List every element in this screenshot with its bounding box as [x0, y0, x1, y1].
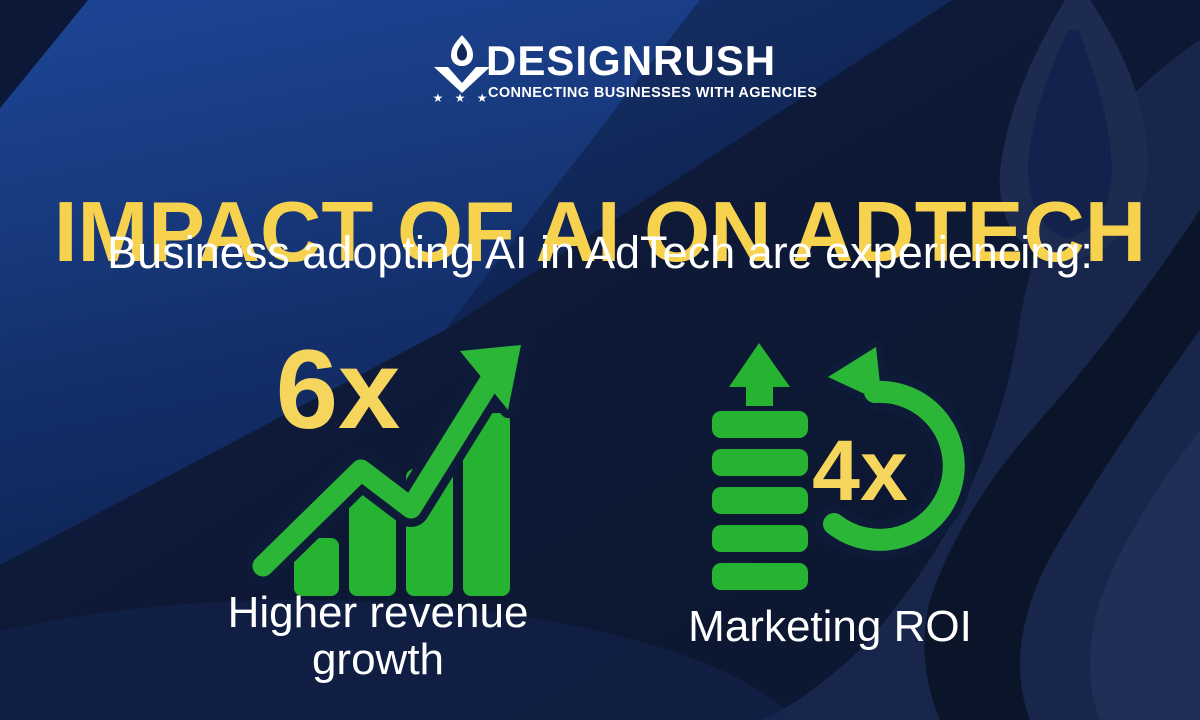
page-subtitle: Business adopting AI in AdTech are exper…: [107, 227, 1093, 278]
brand-logo: ★ ★ ★ DESIGNRUSH CONNECTING BUSINESSES W…: [428, 33, 817, 108]
torch-flame-icon: [434, 35, 490, 93]
stacked-bars-cycle-arrow-icon: [712, 341, 973, 590]
stat-multiplier-roi: 4x: [812, 423, 908, 519]
brand-name: DESIGNRUSH: [486, 37, 777, 84]
page-title: IMPACT OF AI ON ADTECH: [53, 184, 1147, 280]
logo-stars: ★ ★ ★: [432, 91, 492, 105]
rising-bar-chart-arrow-icon: [248, 337, 529, 596]
brand-tagline: CONNECTING BUSINESSES WITH AGENCIES: [488, 85, 818, 101]
stat-label-revenue: Higher revenue growth: [227, 588, 529, 684]
stat-label-roi: Marketing ROI: [688, 602, 972, 651]
stat-multiplier-revenue: 6x: [275, 327, 401, 452]
